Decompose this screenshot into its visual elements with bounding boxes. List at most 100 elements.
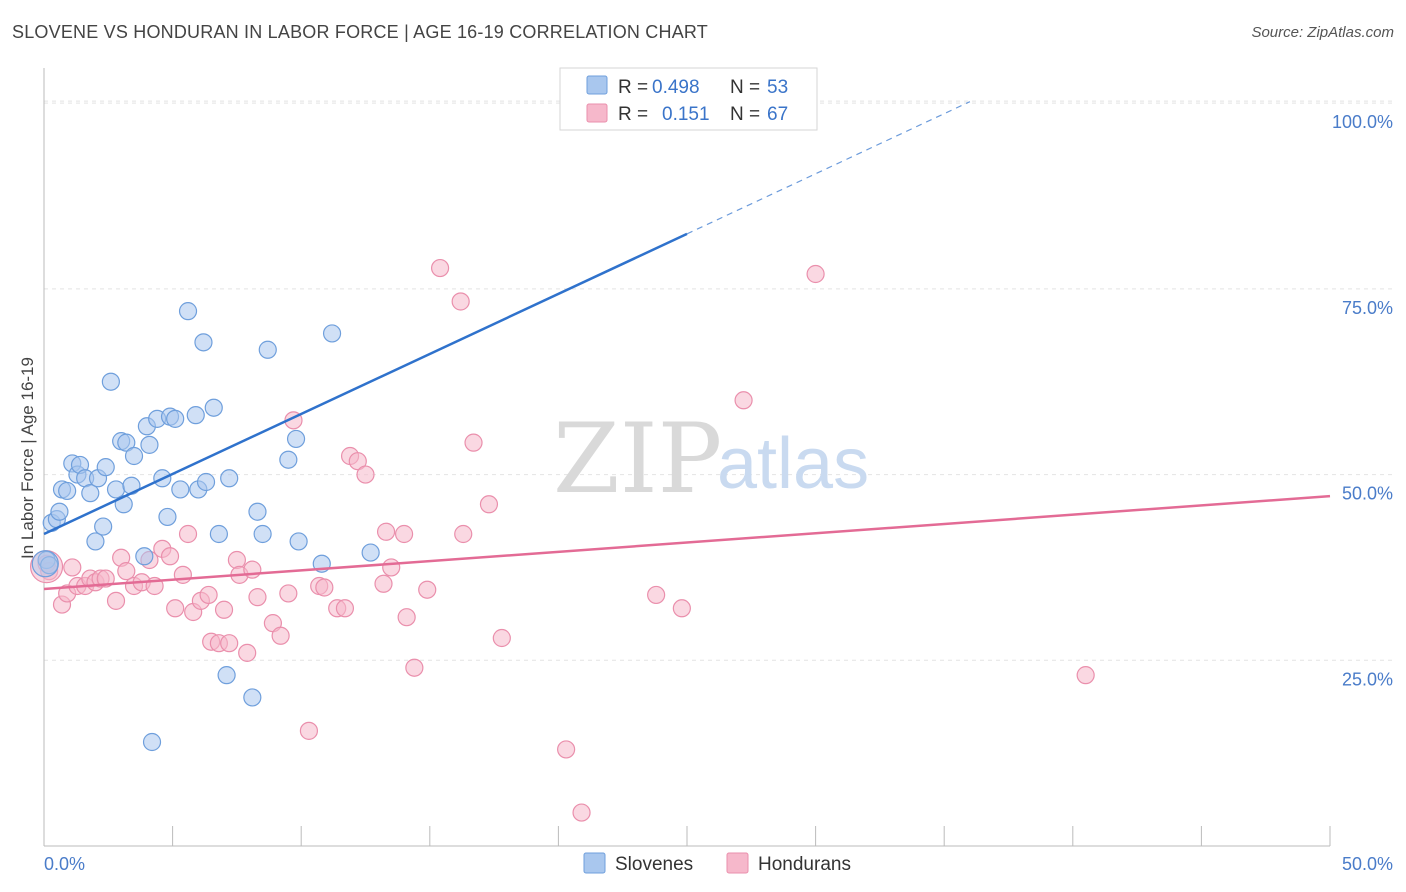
point-hondurans xyxy=(199,585,218,605)
point-slovenes xyxy=(194,333,213,352)
point-hondurans xyxy=(315,578,334,597)
y-tick-label: 50.0% xyxy=(1342,484,1393,504)
point-slovenes xyxy=(253,524,272,544)
legend-r-value-slovenes: 0.498 xyxy=(652,77,700,98)
point-hondurans xyxy=(557,740,576,759)
point-hondurans xyxy=(418,580,437,599)
point-slovenes xyxy=(322,324,342,343)
legend-swatch-hondurans xyxy=(586,103,608,123)
legend-r-label-slovenes: R = xyxy=(618,77,648,98)
y-tick-label: 75.0% xyxy=(1342,298,1393,318)
bottom-legend: Slovenes Hondurans xyxy=(583,852,851,875)
bottom-legend-label-hondurans: Hondurans xyxy=(758,854,851,875)
y-tick-label: 100.0% xyxy=(1332,112,1393,132)
point-slovenes xyxy=(166,409,185,428)
point-slovenes xyxy=(217,666,236,685)
point-hondurans xyxy=(430,258,450,278)
point-slovenes xyxy=(158,507,177,527)
bottom-legend-swatch-slovenes xyxy=(583,852,606,874)
point-hondurans xyxy=(454,524,473,544)
point-slovenes xyxy=(243,688,262,707)
point-hondurans xyxy=(451,292,470,311)
trendlines xyxy=(43,101,1331,591)
legend-r-label-hondurans: R = xyxy=(618,104,648,125)
point-hondurans xyxy=(178,524,198,544)
watermark-zip: ZIP xyxy=(553,403,722,515)
point-hondurans xyxy=(299,721,319,740)
source-credit: Source: ZipAtlas.com xyxy=(1251,24,1394,41)
x-tick-label-min: 0.0% xyxy=(44,854,85,874)
point-slovenes xyxy=(361,543,380,562)
point-hondurans xyxy=(376,522,396,541)
point-slovenes xyxy=(81,484,100,503)
watermark-atlas: atlas xyxy=(717,424,869,504)
point-hondurans xyxy=(173,565,192,584)
point-slovenes xyxy=(220,469,239,488)
point-hondurans xyxy=(672,599,691,618)
x-axis-ticks xyxy=(43,826,1331,846)
point-slovenes xyxy=(258,340,277,359)
point-slovenes xyxy=(248,502,267,521)
point-hondurans xyxy=(238,643,257,662)
chart-title: SLOVENE VS HONDURAN IN LABOR FORCE | AGE… xyxy=(12,22,708,42)
point-hondurans xyxy=(356,465,375,484)
watermark: ZIP atlas xyxy=(553,403,869,515)
point-hondurans xyxy=(348,452,367,471)
point-slovenes xyxy=(289,532,308,551)
point-slovenes xyxy=(94,517,113,536)
point-hondurans xyxy=(96,569,115,588)
point-hondurans xyxy=(117,562,136,581)
point-hondurans xyxy=(335,599,355,618)
point-hondurans xyxy=(479,495,499,514)
point-hondurans xyxy=(464,433,483,452)
point-slovenes xyxy=(96,458,115,477)
trendline-slovenes xyxy=(43,232,688,536)
point-slovenes xyxy=(196,472,216,492)
point-hondurans xyxy=(374,574,393,593)
point-slovenes xyxy=(117,433,136,452)
point-slovenes xyxy=(124,446,144,466)
point-hondurans xyxy=(227,550,246,570)
point-slovenes xyxy=(86,532,105,551)
bottom-legend-swatch-hondurans xyxy=(726,852,749,874)
point-hondurans xyxy=(106,591,126,610)
point-slovenes xyxy=(58,481,77,501)
point-slovenes xyxy=(140,435,159,454)
y-axis-tick-labels: 25.0% 50.0% 75.0% 100.0% xyxy=(1332,112,1393,689)
point-slovenes xyxy=(286,429,306,449)
point-hondurans xyxy=(492,628,511,648)
point-hondurans xyxy=(160,547,180,566)
point-hondurans xyxy=(220,634,239,653)
point-slovenes xyxy=(186,406,205,425)
point-hondurans xyxy=(647,585,666,605)
point-hondurans xyxy=(248,588,267,607)
y-tick-label: 25.0% xyxy=(1342,669,1393,689)
point-slovenes xyxy=(101,372,120,391)
point-hondurans xyxy=(397,608,416,627)
series-hondurans-points xyxy=(29,258,1095,822)
trendline-hondurans xyxy=(43,494,1331,591)
point-slovenes xyxy=(142,732,162,752)
point-slovenes xyxy=(279,450,298,469)
point-slovenes-cluster xyxy=(31,550,59,578)
legend-swatch-slovenes xyxy=(586,75,608,95)
point-slovenes xyxy=(178,302,198,321)
point-slovenes xyxy=(135,547,154,566)
point-hondurans xyxy=(271,626,290,645)
bottom-legend-label-slovenes: Slovenes xyxy=(615,854,693,875)
point-hondurans xyxy=(806,264,825,284)
point-hondurans xyxy=(405,658,424,677)
y-axis-title: In Labor Force | Age 16-19 xyxy=(18,357,37,559)
legend-n-value-hondurans: 67 xyxy=(767,104,788,125)
point-hondurans xyxy=(214,600,234,619)
point-hondurans xyxy=(166,599,185,618)
point-hondurans xyxy=(382,558,401,577)
point-hondurans xyxy=(279,584,298,603)
trendline-slovenes-extension xyxy=(686,101,971,235)
point-slovenes xyxy=(209,524,228,544)
point-hondurans xyxy=(1076,666,1095,685)
point-hondurans xyxy=(394,524,414,544)
point-hondurans xyxy=(734,391,753,410)
x-tick-label-max: 50.0% xyxy=(1342,854,1393,874)
